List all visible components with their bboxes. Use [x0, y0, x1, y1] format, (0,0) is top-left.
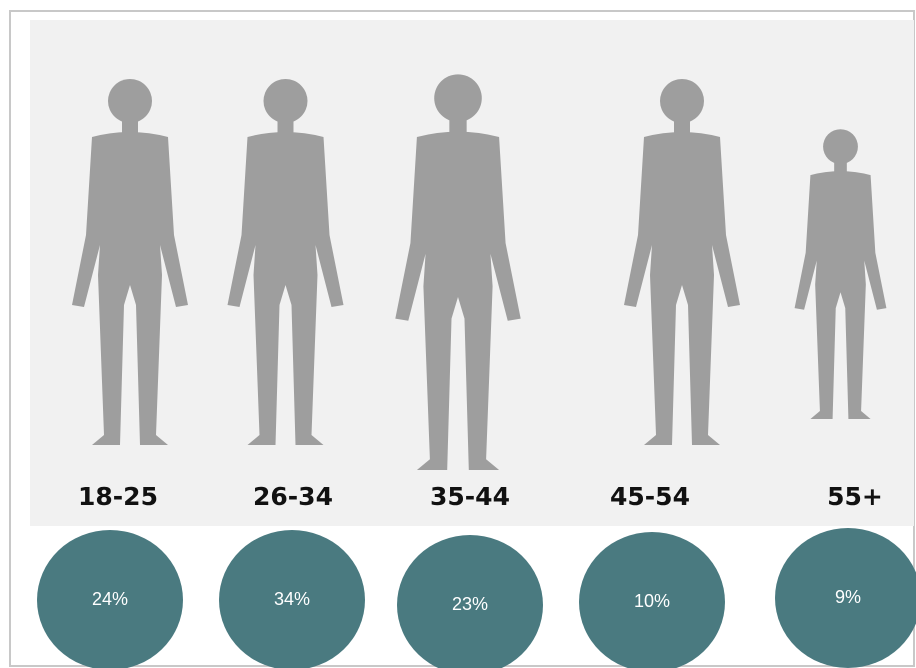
- share-label: 9%: [835, 587, 861, 607]
- share-circle: [219, 530, 365, 668]
- age-label: 45-54: [610, 482, 690, 511]
- age-label: 18-25: [78, 482, 158, 511]
- share-label: 34%: [274, 589, 310, 609]
- share-label: 23%: [452, 594, 488, 614]
- share-label: 10%: [634, 591, 670, 611]
- age-label: 26-34: [253, 482, 333, 511]
- age-label: 35-44: [430, 482, 510, 511]
- age-label: 55+: [827, 482, 883, 511]
- age-groups: 18-25 24% 26-34 34% 35-44 23% 45-54 10% 55+ 9%: [37, 482, 916, 668]
- share-circle: [579, 532, 725, 668]
- share-circle: [397, 535, 543, 668]
- share-label: 24%: [92, 589, 128, 609]
- share-circle: [37, 530, 183, 668]
- share-circle: [775, 528, 916, 668]
